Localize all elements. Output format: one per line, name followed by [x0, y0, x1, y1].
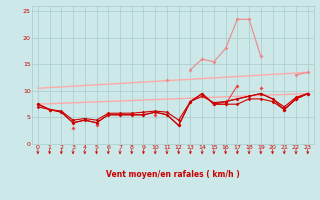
X-axis label: Vent moyen/en rafales ( km/h ): Vent moyen/en rafales ( km/h ): [106, 170, 240, 179]
